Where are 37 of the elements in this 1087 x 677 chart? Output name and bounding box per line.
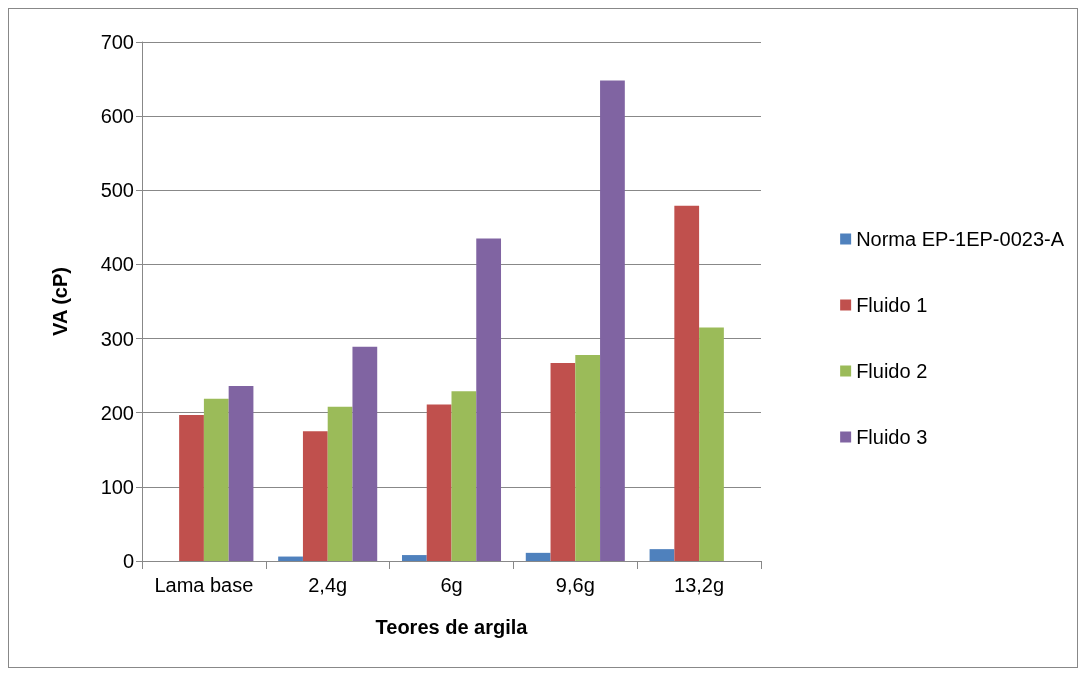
x-tick-label: 9,6g — [555, 574, 595, 596]
x-axis-title: Teores de argila — [375, 616, 529, 638]
bar — [426, 404, 452, 561]
bar — [550, 363, 576, 561]
x-tick-label: 6g — [440, 574, 463, 596]
bar — [525, 552, 551, 561]
bar — [302, 431, 328, 561]
bar — [649, 549, 675, 561]
bar — [278, 556, 303, 561]
legend-label: Norma EP-1EP-0023-A — [856, 228, 1065, 250]
y-tick-label: 200 — [100, 401, 134, 424]
y-tick-label: 300 — [100, 327, 134, 350]
bar — [327, 406, 353, 561]
bar — [352, 346, 378, 561]
y-tick-label: 700 — [100, 31, 134, 53]
legend-label: Fluido 3 — [856, 426, 928, 448]
bar — [674, 205, 700, 561]
bar — [600, 80, 625, 561]
bar — [476, 238, 502, 561]
y-tick-label: 0 — [122, 550, 134, 572]
bar — [228, 386, 254, 561]
y-tick-label: 100 — [100, 475, 134, 498]
y-tick-label: 400 — [100, 253, 134, 276]
legend-label: Fluido 1 — [856, 294, 928, 316]
legend-label: Fluido 2 — [856, 360, 928, 382]
bar — [179, 414, 204, 561]
x-tick-label: Lama base — [154, 574, 254, 596]
bar — [203, 398, 229, 561]
y-tick-label: 600 — [100, 105, 134, 128]
bar — [699, 327, 724, 561]
bar — [575, 354, 601, 561]
bar — [401, 555, 427, 561]
y-tick-label: 500 — [100, 179, 134, 202]
y-axis-title: VA (cP) — [49, 267, 71, 336]
x-tick-label: 2,4g — [308, 574, 348, 596]
bar — [451, 391, 477, 561]
x-tick-label: 13,2g — [674, 574, 725, 596]
